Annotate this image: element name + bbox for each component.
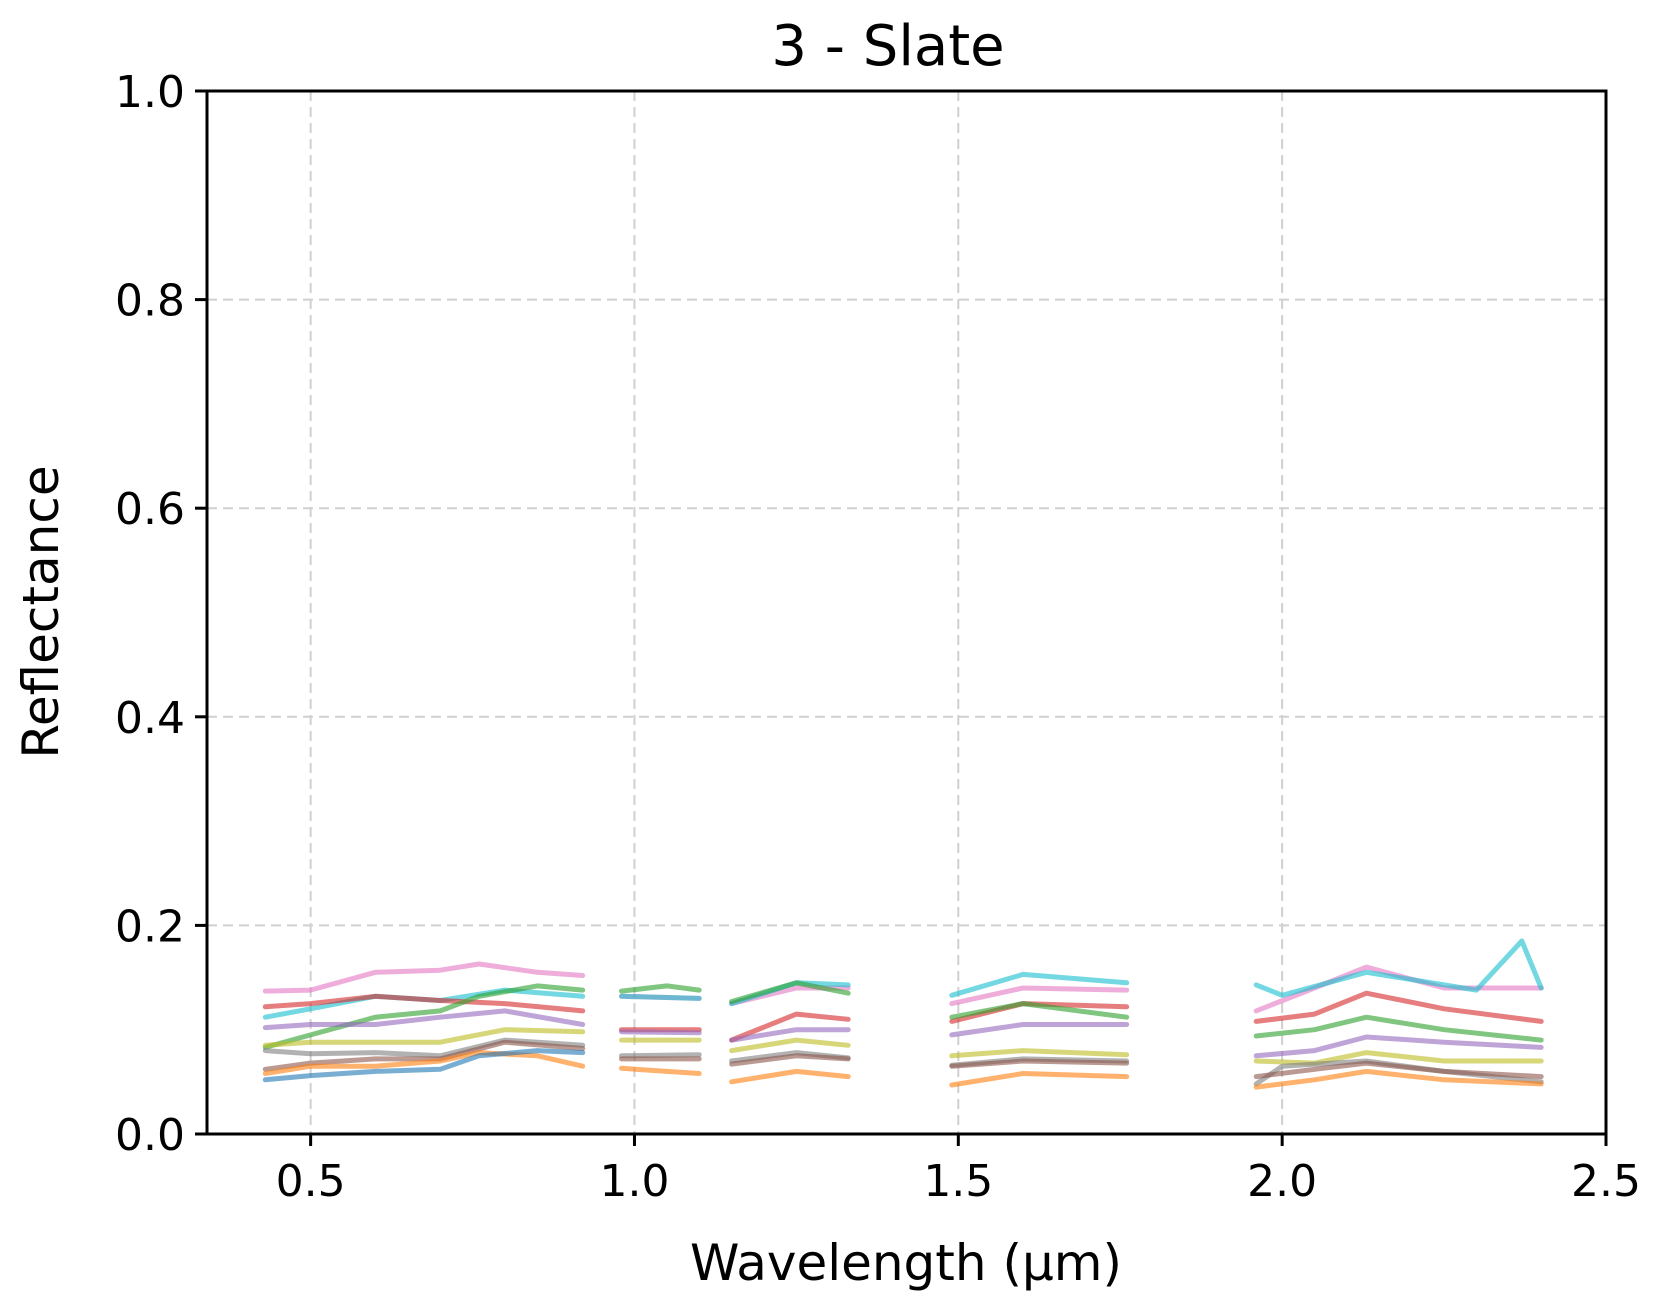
y-tick-label: 0.0 (115, 1110, 185, 1161)
x-tick-label: 1.0 (599, 1156, 669, 1207)
spectrum-line-8 (262, 1039, 1544, 1080)
y-tick-label: 0.4 (115, 693, 185, 744)
spectrum-line-7 (262, 1037, 1544, 1087)
y-tick-label: 1.0 (115, 67, 185, 118)
spectrum-line-4 (262, 980, 1544, 1050)
y-tick-label: 0.6 (115, 484, 185, 535)
x-axis-label: Wavelength (μm) (690, 1234, 1122, 1292)
spectrum-line-3 (262, 990, 1544, 1043)
x-tick-label: 2.5 (1571, 1156, 1641, 1207)
series-group (262, 938, 1544, 1090)
x-tick-label: 0.5 (276, 1156, 346, 1207)
y-axis-label: Reflectance (12, 465, 70, 758)
spectrum-line-5 (262, 1008, 1544, 1059)
y-axis: 0.0 0.2 0.4 0.6 0.8 1.0 (115, 67, 207, 1161)
x-axis: 0.5 1.0 1.5 2.0 2.5 (276, 1134, 1641, 1207)
grid (207, 91, 1606, 1134)
plot-frame (205, 89, 1608, 1136)
spectrum-line-9 (262, 1050, 1544, 1090)
x-tick-label: 2.0 (1247, 1156, 1317, 1207)
y-tick-label: 0.2 (115, 901, 185, 952)
chart-title: 3 - Slate (771, 14, 1004, 79)
spectrum-line-10 (262, 1048, 586, 1083)
spectrum-line-6 (262, 1027, 1544, 1066)
x-tick-label: 1.5 (923, 1156, 993, 1207)
y-tick-label: 0.8 (115, 276, 185, 327)
